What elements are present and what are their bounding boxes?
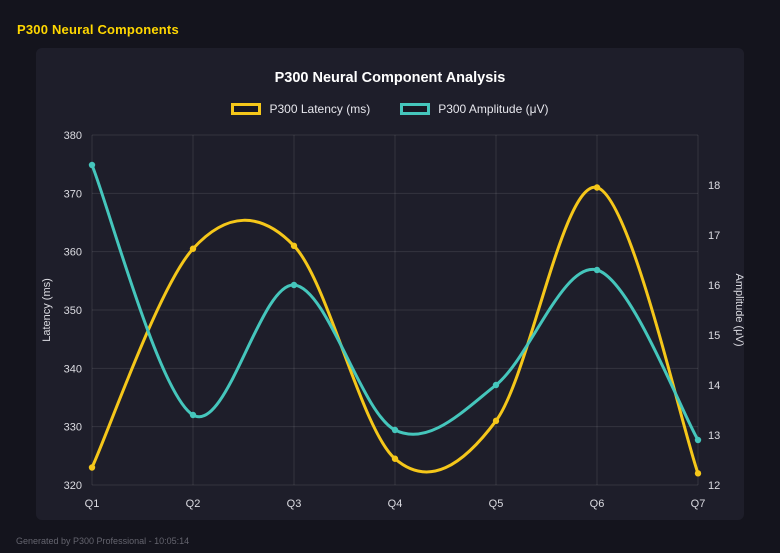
legend-item-0[interactable]: P300 Latency (ms) [231,102,370,116]
left-axis-tick: 320 [64,480,82,492]
legend-swatch-0 [231,103,262,115]
data-point-series-0 [189,245,197,252]
left-axis-tick: 360 [64,247,82,259]
right-axis-tick: 18 [708,180,720,192]
chart-panel: P300 Neural Component Analysis P300 Late… [36,48,744,520]
legend-item-1[interactable]: P300 Amplitude (μV) [400,102,549,116]
chart-svg: 320 12 330 13 340 14 350 15 360 16 370 17 380 18 Q1 Q2 Q… [41,130,744,510]
legend-label-0: P300 Latency (ms) [269,102,371,116]
x-axis-tick: Q3 [287,498,302,510]
footer-text: Generated by P300 Professional - 10:05:1… [16,536,190,546]
x-axis-tick: Q4 [388,498,403,510]
data-point-series-1 [290,281,298,289]
data-point-series-1 [593,266,601,274]
data-point-series-0 [88,464,96,471]
left-axis-title: Latency (ms) [41,278,53,342]
right-axis-tick: 12 [708,480,720,492]
right-axis-tick: 17 [708,230,720,242]
x-axis-tick: Q5 [489,498,504,510]
right-axis-tick: 16 [708,280,720,292]
data-point-series-1 [88,161,96,169]
left-axis-tick: 380 [64,130,82,142]
data-point-series-0 [290,242,298,250]
right-axis-tick: 14 [708,380,720,392]
data-point-series-1 [694,436,702,444]
right-axis-tick: 13 [708,430,720,442]
x-axis-tick: Q6 [590,498,605,510]
data-point-series-0 [694,470,702,477]
plot-area: 320 12 330 13 340 14 350 15 360 16 370 17 380 18 Q1 Q2 Q… [36,123,744,519]
data-point-series-0 [492,417,500,425]
page-title: P300 Neural Components [17,22,179,37]
data-point-series-1 [189,411,197,419]
data-point-series-0 [391,455,399,462]
x-axis-tick: Q1 [85,498,100,510]
legend-swatch-1 [400,103,431,115]
chart-legend: P300 Latency (ms) P300 Amplitude (μV) [36,101,744,117]
legend-label-1: P300 Amplitude (μV) [438,102,549,116]
left-axis-tick: 340 [64,363,82,375]
left-axis-tick: 370 [64,188,82,200]
data-point-series-0 [593,184,601,191]
left-axis-tick: 330 [64,422,82,434]
data-point-series-1 [391,426,399,434]
right-axis-title: Amplitude (μV) [733,274,744,347]
x-axis-tick: Q2 [186,498,201,510]
x-axis-tick: Q7 [691,498,706,510]
data-point-series-1 [492,381,500,389]
right-axis-tick: 15 [708,330,720,342]
chart-title: P300 Neural Component Analysis [274,70,506,86]
left-axis-tick: 350 [64,305,82,317]
